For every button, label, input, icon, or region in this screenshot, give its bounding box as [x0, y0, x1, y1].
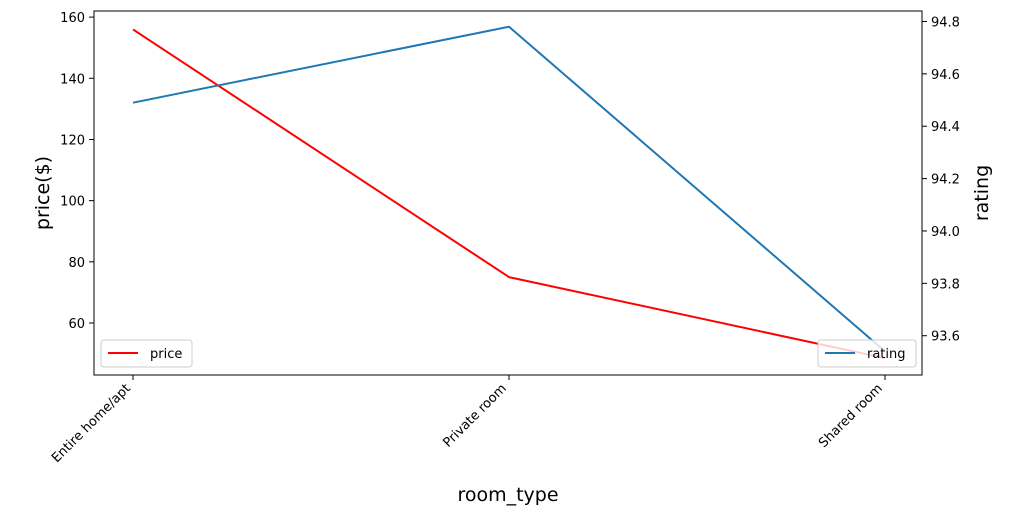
right-y-tick-label: 93.6 — [931, 330, 960, 345]
legend-price-box — [100, 339, 193, 368]
x-tick-label: Entire home/apt — [49, 381, 134, 466]
right-y-tick-label: 94.2 — [931, 173, 960, 188]
right-y-tick-label: 94.8 — [931, 15, 960, 30]
left-y-axis: 60 80 100 120 140 160 — [60, 11, 94, 332]
legend-price: price — [100, 339, 193, 368]
x-axis-title: room_type — [457, 484, 558, 506]
legend-rating-label: rating — [867, 347, 906, 362]
left-y-tick-label: 60 — [68, 317, 85, 332]
series-line-price — [132, 28, 886, 360]
left-y-tick-label: 160 — [60, 11, 85, 26]
series-lines — [132, 25, 886, 360]
left-y-axis-title: price($) — [32, 156, 54, 230]
right-y-tick-label: 94.0 — [931, 225, 960, 240]
x-tick-label: Shared room — [816, 381, 886, 451]
x-tick-label: Private room — [440, 381, 509, 450]
legend-rating-box — [817, 339, 917, 368]
right-y-tick-label: 93.8 — [931, 277, 960, 292]
left-y-tick-label: 100 — [60, 195, 85, 210]
plot-frame — [93, 10, 923, 376]
left-y-tick-label: 80 — [68, 256, 85, 271]
right-y-tick-label: 94.4 — [931, 120, 960, 135]
x-axis: Entire home/apt Private room Shared room — [49, 375, 886, 466]
legend-price-label: price — [150, 347, 182, 362]
right-y-axis: 93.6 93.8 94.0 94.2 94.4 94.6 94.8 — [922, 15, 960, 345]
legend-rating: rating — [817, 339, 917, 368]
series-line-rating — [132, 25, 886, 353]
left-y-tick-label: 140 — [60, 72, 85, 87]
right-y-axis-title: rating — [971, 165, 993, 221]
right-y-tick-label: 94.6 — [931, 68, 960, 83]
left-y-tick-label: 120 — [60, 133, 85, 148]
